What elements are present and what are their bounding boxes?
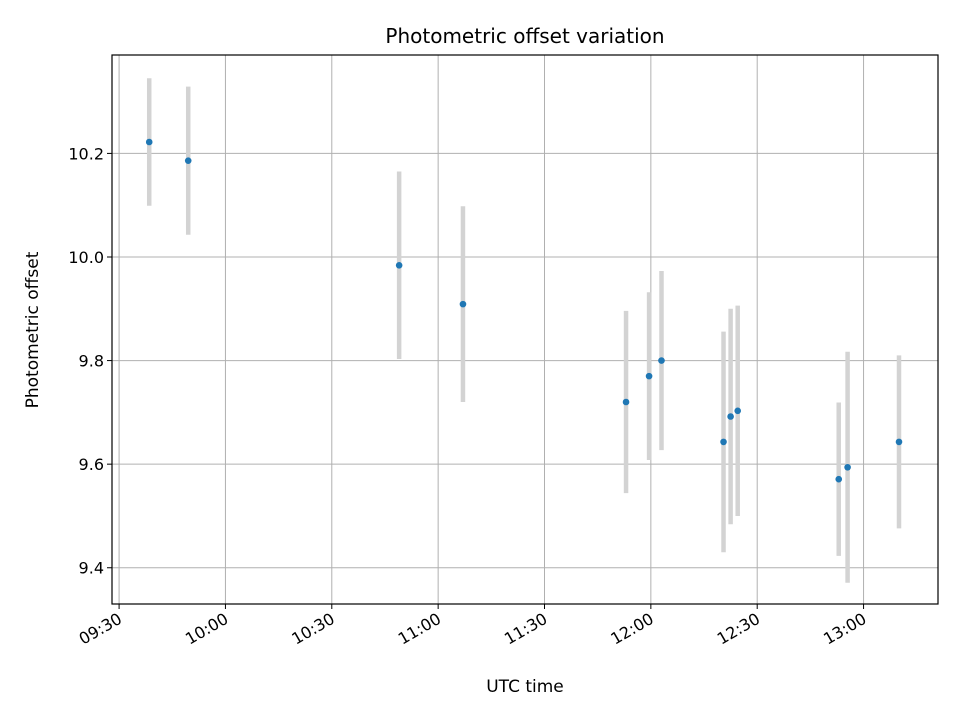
data-point: [720, 438, 727, 446]
plot-frame: [111, 54, 939, 605]
data-point: [658, 357, 665, 364]
data-point: [645, 372, 653, 380]
data-point: [145, 138, 153, 146]
y-tick-label: 10.2: [68, 144, 104, 163]
data-point: [622, 398, 630, 406]
data-point: [835, 475, 843, 483]
x-axis-title: UTC time: [486, 677, 564, 697]
chart-title: Photometric offset variation: [385, 24, 664, 48]
data-points: [145, 138, 903, 483]
data-point: [895, 438, 903, 446]
data-point: [844, 463, 851, 471]
data-point: [184, 157, 192, 164]
y-tick-label: 9.4: [79, 559, 104, 578]
y-axis: 9.4 9.6 9.8 10.0 10.2: [68, 144, 112, 578]
y-tick-label: 10.0: [68, 248, 104, 267]
data-point: [727, 413, 734, 420]
data-point: [459, 300, 467, 308]
y-tick-label: 9.6: [79, 455, 104, 474]
y-axis-title: Photometric offset: [23, 251, 43, 408]
y-tick-label: 9.8: [79, 352, 104, 371]
data-point: [734, 407, 742, 415]
data-point: [395, 261, 403, 269]
